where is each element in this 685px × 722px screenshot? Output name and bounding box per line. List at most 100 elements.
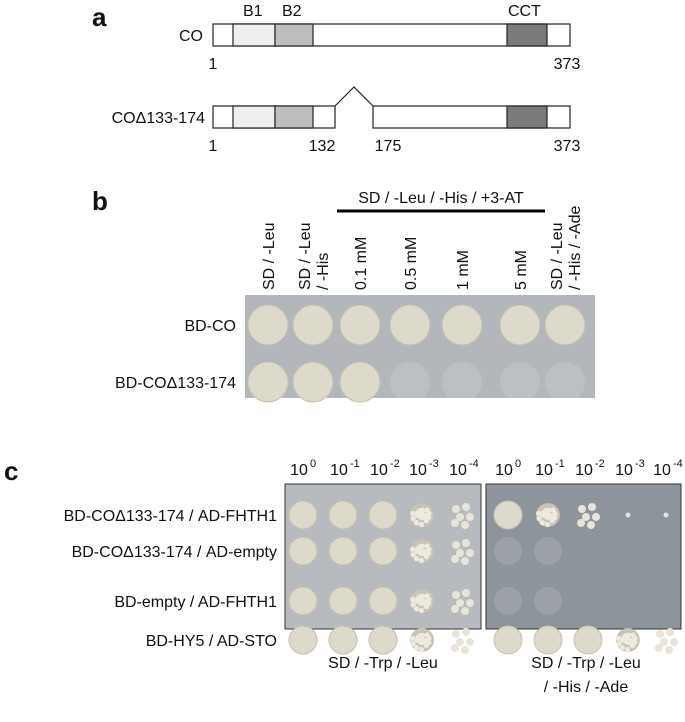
construct-co	[212, 23, 571, 47]
colony	[462, 503, 470, 511]
colony	[539, 520, 546, 526]
colony	[534, 587, 562, 615]
row-label: BD-COΔ133-174 / AD-FHTH1	[64, 508, 278, 525]
colony	[426, 639, 432, 646]
position: 1	[209, 138, 218, 155]
colony	[452, 591, 460, 599]
dilution-exponent: 0	[515, 458, 521, 470]
row-label: BD-empty / AD-FHTH1	[114, 594, 277, 611]
colony	[466, 638, 474, 646]
panel-label: b	[92, 186, 108, 216]
colony	[670, 638, 678, 646]
dilution-label: 10	[370, 462, 388, 479]
colony	[616, 641, 622, 647]
colony	[414, 598, 420, 604]
panel-label: c	[4, 456, 18, 486]
colony	[413, 520, 420, 526]
construct-deletion	[212, 86, 571, 129]
colony	[666, 628, 674, 636]
colony	[627, 637, 633, 643]
colony	[630, 632, 636, 638]
column-label: SD / -Leu	[297, 222, 314, 290]
construct-name: CO	[179, 28, 203, 45]
row-label: BD-CO	[184, 318, 236, 335]
colony	[421, 548, 427, 554]
column-label: 5 mM	[513, 250, 530, 290]
colony	[328, 500, 358, 530]
colony	[456, 513, 464, 521]
colony	[461, 607, 469, 615]
colony	[620, 637, 626, 643]
colony	[663, 512, 669, 518]
colony	[424, 507, 430, 513]
colony	[461, 557, 469, 565]
dilution-label: 10	[615, 462, 633, 479]
colony	[451, 519, 459, 527]
colony	[499, 304, 541, 346]
group-header: SD / -Leu / -His / +3-AT	[358, 190, 524, 207]
dilution-exponent: -2	[390, 458, 400, 470]
domain-label: B1	[243, 3, 263, 20]
colony	[292, 361, 334, 403]
domain-label: B2	[282, 3, 302, 20]
colony	[389, 304, 431, 346]
construct-name: COΔ133-174	[112, 110, 206, 127]
colony	[655, 644, 663, 652]
dilution-exponent: -4	[469, 458, 479, 470]
colony	[441, 304, 483, 346]
colony	[424, 632, 430, 638]
colony	[462, 628, 470, 636]
colony	[493, 500, 523, 530]
position: 175	[375, 138, 402, 155]
colony	[466, 513, 474, 521]
dilution-exponent: -4	[673, 458, 683, 470]
colony	[616, 635, 622, 641]
colony	[410, 596, 416, 602]
colony	[466, 549, 474, 557]
colony	[288, 536, 318, 566]
colony	[421, 512, 427, 518]
colony	[421, 598, 427, 604]
colony	[328, 586, 358, 616]
medium-label: SD / -Trp / -Leu	[328, 655, 438, 672]
colony	[288, 500, 318, 530]
colony	[577, 519, 585, 527]
colony	[544, 304, 586, 346]
colony	[665, 646, 673, 654]
column-label: 1 mM	[455, 250, 472, 290]
colony	[410, 510, 416, 516]
dilution-label: 10	[449, 462, 467, 479]
colony	[625, 512, 631, 518]
colony	[368, 536, 398, 566]
colony	[461, 646, 469, 654]
colony	[442, 362, 482, 402]
panel-label: a	[92, 2, 107, 32]
row-label: BD-COΔ133-174 / AD-empty	[72, 544, 277, 561]
colony	[421, 637, 427, 643]
colony	[368, 625, 398, 655]
colony	[456, 599, 464, 607]
colony	[452, 505, 460, 513]
colony	[328, 536, 358, 566]
position: 1	[209, 56, 218, 73]
column-label: / -His / -Ade	[567, 205, 584, 290]
colony	[533, 625, 563, 655]
colony	[390, 362, 430, 402]
colony	[414, 512, 420, 518]
colony	[494, 587, 522, 615]
column-label: SD / -Leu	[549, 222, 566, 290]
colony	[288, 625, 318, 655]
medium-label: SD / -Trp / -Leu	[531, 655, 641, 672]
dilution-exponent: -1	[350, 458, 360, 470]
column-label: 0.5 mM	[403, 237, 420, 290]
colony	[493, 625, 523, 655]
colony	[426, 550, 432, 557]
column-label: / -His	[315, 253, 332, 290]
colony	[410, 641, 416, 647]
colony	[410, 602, 416, 608]
colony	[451, 644, 459, 652]
colony	[410, 546, 416, 552]
colony	[247, 304, 289, 346]
colony	[494, 537, 522, 565]
